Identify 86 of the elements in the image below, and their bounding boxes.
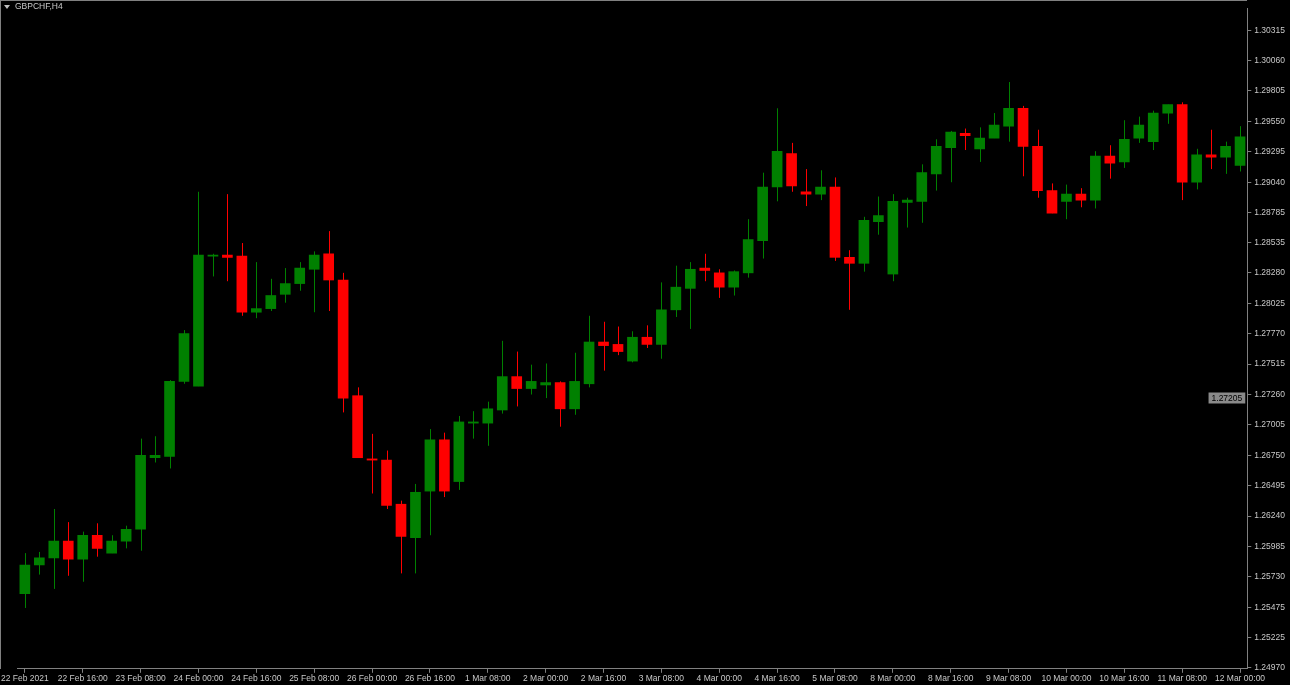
candlestick [800,168,812,207]
x-tick-label: 26 Feb 00:00 [347,673,398,684]
candlestick [684,261,696,330]
candlestick [34,551,45,576]
candlestick [713,268,725,299]
y-tick-label: 1.25475 [1254,601,1286,612]
candlestick [511,351,523,407]
candlestick [62,521,74,577]
candlestick [901,197,913,229]
y-tick-label: 1.26240 [1254,510,1286,521]
x-tick-label: 12 Mar 00:00 [1214,673,1266,684]
y-tick-label: 1.29550 [1254,115,1286,126]
candlestick [149,435,161,463]
x-tick-label: 23 Feb 08:00 [115,673,166,684]
candlestick [612,326,624,356]
candlestick [48,508,60,590]
x-tick-label: 2 Mar 16:00 [580,673,627,684]
y-tick-label: 1.24970 [1254,661,1286,672]
y-tick-label: 1.27515 [1254,358,1286,369]
candlestick [1061,184,1072,220]
x-tick-label: 2 Mar 00:00 [522,673,569,684]
candlestick [959,128,971,151]
candlestick [222,193,233,282]
x-tick-label: 9 Mar 08:00 [985,673,1032,684]
candlestick [598,321,609,372]
annotation: 1.27205 [1211,392,1243,403]
candlestick [1220,141,1231,175]
y-tick-label: 1.29040 [1254,176,1286,187]
candlestick [815,169,826,201]
y-tick-label: 1.28025 [1254,297,1286,308]
y-tick-label: 1.28785 [1254,206,1286,217]
candlestick [1205,129,1217,170]
y-tick-label: 1.30315 [1254,24,1286,35]
y-tick-label: 1.25730 [1254,571,1286,582]
candlestick [945,130,957,183]
chart-title: GBPCHF,H4 [15,1,63,12]
candlestick [525,364,537,395]
y-tick-label: 1.27005 [1254,419,1286,430]
y-tick-label: 1.27260 [1254,388,1286,399]
y-tick-label: 1.28535 [1254,236,1286,247]
candlestick [251,261,262,319]
y-tick-label: 1.25985 [1254,540,1286,551]
y-tick-label: 1.29295 [1254,146,1286,157]
x-tick-label: 22 Feb 16:00 [57,673,109,684]
candlestick [670,265,682,318]
x-tick-label: 1 Mar 08:00 [465,673,511,684]
candlestick [1118,119,1130,169]
candlestick [540,363,551,399]
candlestick [279,267,291,304]
candlestick [265,278,277,312]
candlestick [294,261,306,292]
y-tick-label: 1.26495 [1254,480,1286,491]
x-tick-label: 11 Mar 08:00 [1157,673,1208,684]
x-tick-label: 4 Mar 16:00 [754,673,801,684]
candlestick [91,522,103,558]
y-tick-label: 1.29805 [1254,85,1286,96]
x-tick-label: 22 Feb 2021 [1,673,50,684]
candlestick [1046,182,1058,214]
candlestick [1003,81,1014,143]
x-tick-label: 26 Feb 16:00 [404,673,456,684]
candlestick [1133,116,1145,144]
candlestick [699,253,711,282]
candlestick [728,269,740,297]
x-tick-label: 25 Feb 08:00 [289,673,340,684]
candlestick [873,196,884,236]
x-tick-label: 10 Mar 00:00 [1041,673,1092,684]
y-tick-label: 1.26750 [1254,449,1286,460]
x-tick-label: 24 Feb 16:00 [231,673,282,684]
candlestick [308,250,320,313]
x-tick-label: 8 Mar 16:00 [928,673,974,684]
y-tick-label: 1.30060 [1254,54,1286,65]
x-tick-label: 3 Mar 08:00 [638,673,685,684]
y-tick-label: 1.25225 [1254,631,1286,642]
candlestick [482,401,494,447]
x-tick-label: 5 Mar 08:00 [812,673,858,684]
x-tick-label: 8 Mar 00:00 [870,673,916,684]
candlestick [844,249,855,311]
x-tick-label: 10 Mar 16:00 [1099,673,1150,684]
y-tick-label: 1.27770 [1254,328,1286,339]
x-tick-label: 4 Mar 00:00 [696,673,743,684]
y-tick-label: 1.28280 [1254,267,1286,278]
candlestick [120,525,132,549]
candlestick [974,126,985,163]
candlestick [641,324,653,349]
candlestick [1162,104,1174,125]
x-tick-label: 24 Feb 00:00 [173,673,224,684]
